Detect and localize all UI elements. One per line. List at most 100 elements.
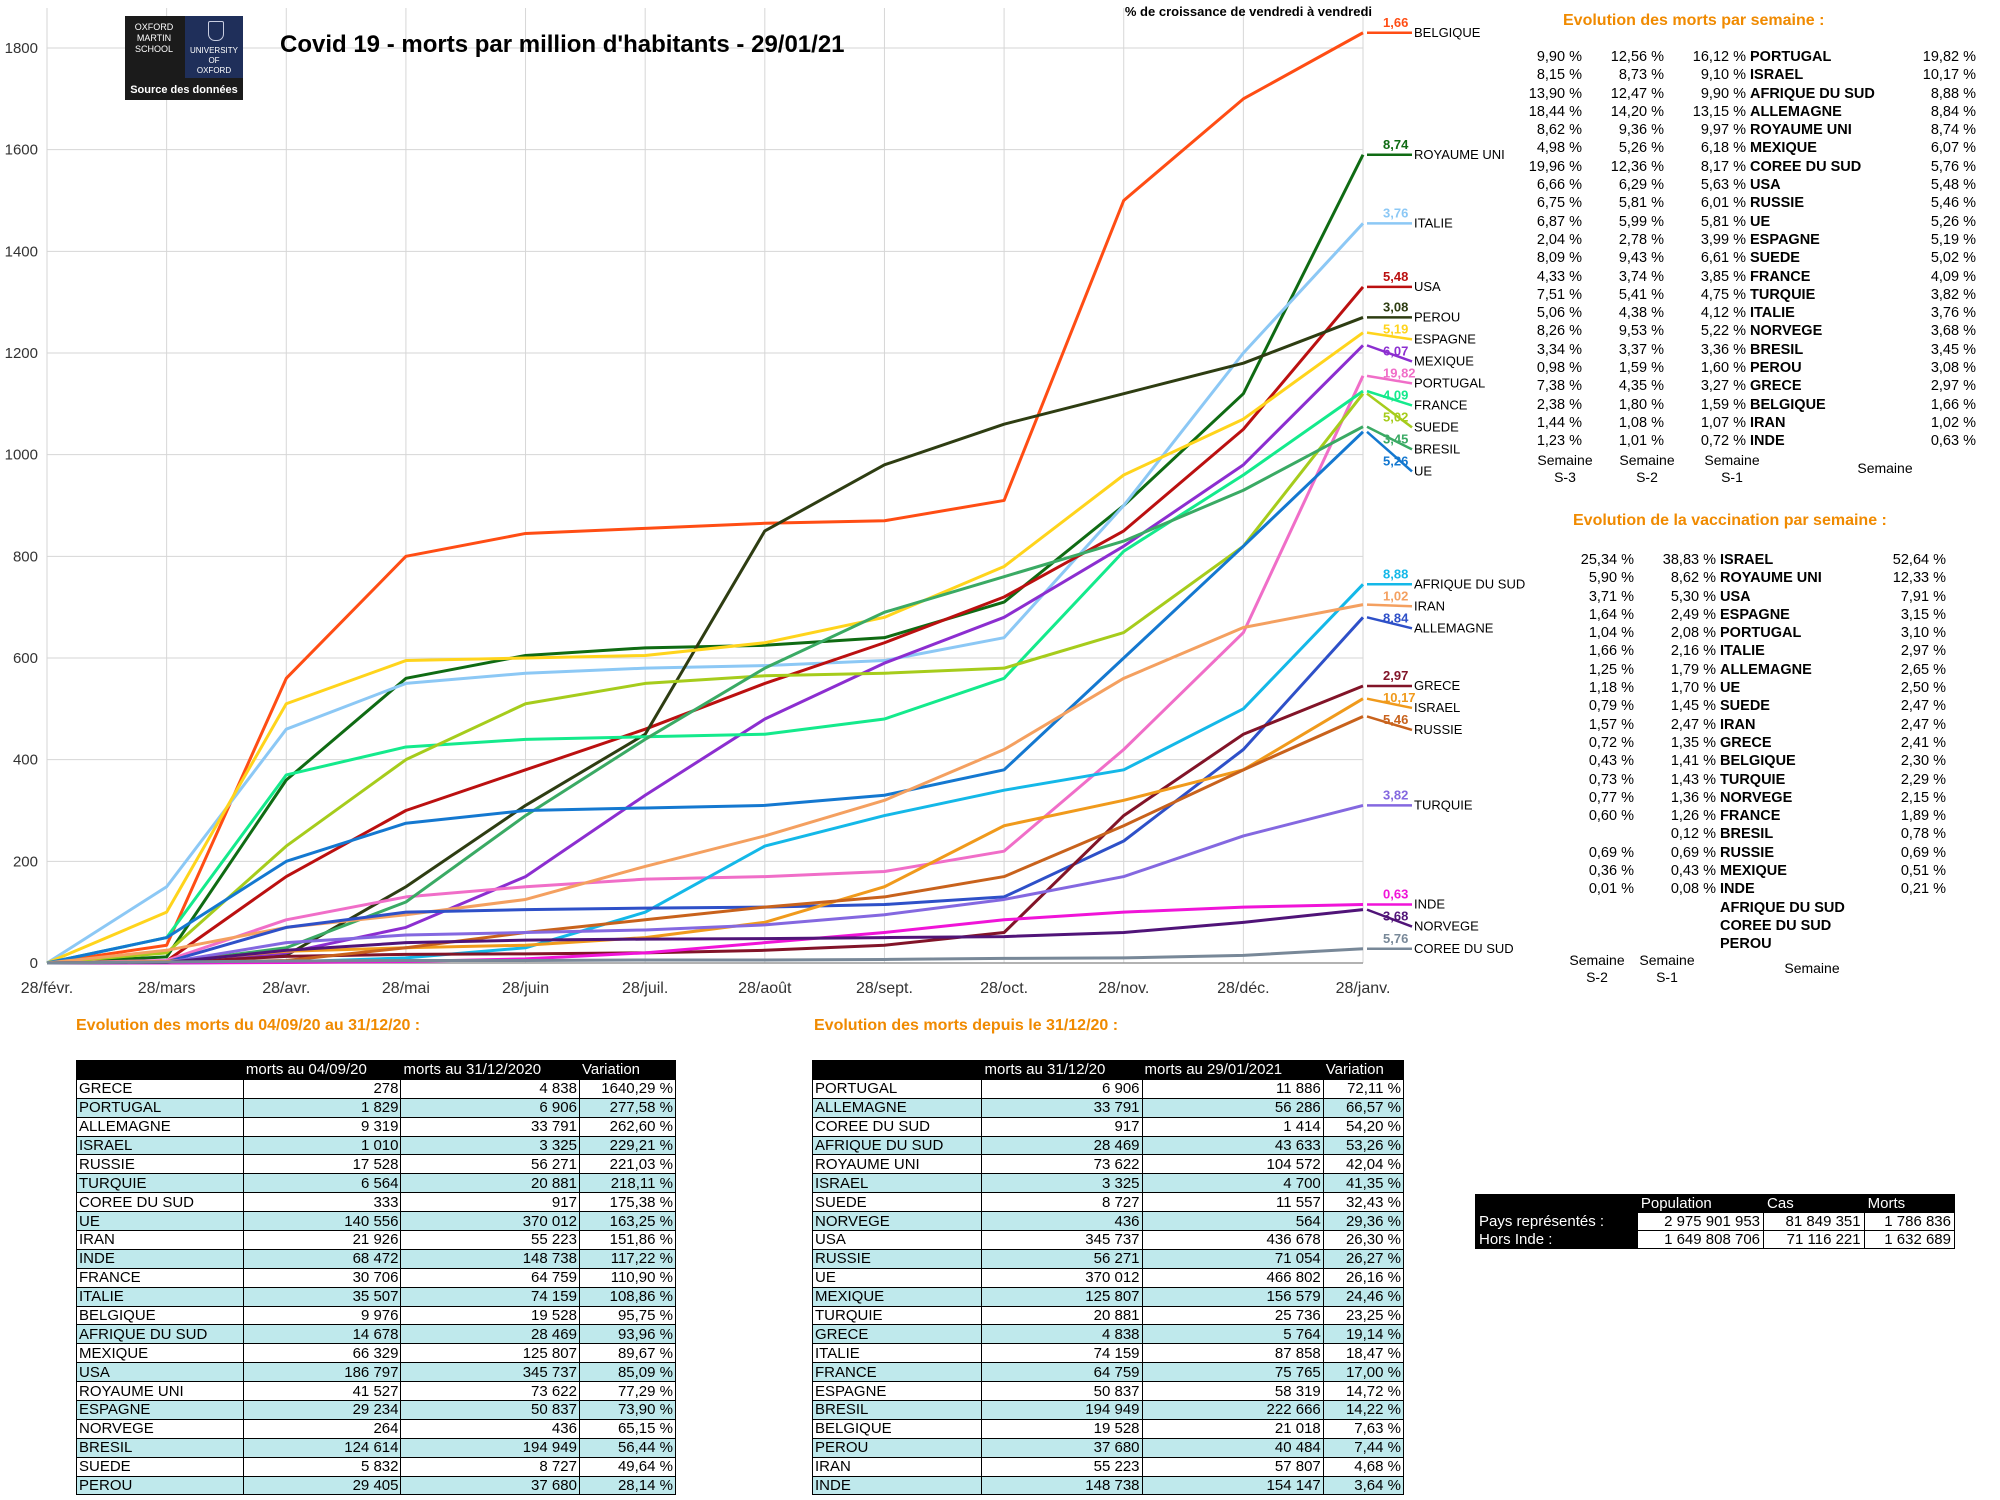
x-tick-label: 28/juin — [502, 980, 549, 997]
y-tick-label: 800 — [13, 548, 38, 565]
series-pct-label: 0,63 — [1383, 887, 1408, 902]
weekly-cell-w: 3,82 % — [1930, 286, 1976, 303]
table-row: UE 370 012 466 802 26,16 % — [811, 1267, 1405, 1288]
weekly-cell-s1: 3,27 % — [1700, 378, 1746, 395]
weekly-row: 0,43 % 1,41 % BELGIQUE 2,30 % — [1552, 752, 1946, 770]
weekly-cell-s1: 1,41 % — [1670, 753, 1716, 770]
weekly-row: 0,69 % 0,69 % RUSSIE 0,69 % — [1552, 844, 1946, 862]
series-line — [46, 908, 1364, 965]
weekly-vacc-table: 25,34 % 38,83 % ISRAEL 52,64 % 5,90 % 8,62 % R… — [1552, 551, 1946, 954]
country-cell: AFRIQUE DU SUD — [811, 1135, 983, 1156]
value-cell: 56 271 — [981, 1248, 1143, 1269]
weekly-cell-s1: 8,62 % — [1670, 570, 1716, 587]
value-cell: 564 — [1141, 1211, 1324, 1232]
weekly-row: 4,98 % 5,26 % 6,18 % MEXIQUE 6,07 % — [1500, 139, 1976, 157]
weekly-cell-w: 2,50 % — [1900, 680, 1946, 697]
table-row: NORVEGE 264 436 65,15 % — [76, 1418, 677, 1439]
weekly-row: 1,23 % 1,01 % 0,72 % INDE 0,63 % — [1500, 432, 1976, 450]
weekly-cell-s3: 13,90 % — [1528, 85, 1582, 102]
weekly-cell-name: ISRAEL — [1720, 552, 1774, 568]
weekly-cell-s2: 1,04 % — [1588, 625, 1634, 642]
weekly-cell-s1: 5,22 % — [1700, 323, 1746, 340]
series-line — [46, 222, 1365, 965]
value-cell: 55 223 — [400, 1230, 580, 1250]
country-cell: AFRIQUE DU SUD — [76, 1324, 244, 1345]
value-cell: 3,64 % — [1322, 1475, 1405, 1496]
summary-header: Population — [1636, 1194, 1765, 1213]
country-cell: BRESIL — [811, 1400, 983, 1420]
weekly-row: PEROU — [1552, 935, 1946, 953]
series-line — [46, 947, 1364, 965]
weekly-cell-s2: 1,01 % — [1618, 433, 1664, 450]
weekly-cell-name: INDE — [1720, 881, 1755, 898]
value-cell: 124 614 — [242, 1437, 402, 1458]
weekly-cell-s2: 0,73 % — [1588, 771, 1634, 788]
table-row: FRANCE 64 759 75 765 17,00 % — [811, 1362, 1405, 1383]
value-cell: 53,26 % — [1322, 1135, 1405, 1156]
weekly-cell-s1: 6,18 % — [1700, 140, 1746, 157]
country-cell: ISRAEL — [811, 1173, 983, 1194]
value-cell: 6 906 — [981, 1078, 1143, 1099]
table-header: Variation — [578, 1060, 677, 1080]
weekly-row: 6,87 % 5,99 % 5,81 % UE 5,26 % — [1500, 213, 1976, 231]
weekly-cell-s2: 8,73 % — [1618, 67, 1664, 84]
y-tick-label: 1000 — [5, 447, 38, 464]
weekly-cell-s2: 1,64 % — [1588, 606, 1634, 623]
series-name-label: RUSSIE — [1414, 722, 1463, 737]
series-pct-label: 19,82 — [1383, 365, 1416, 380]
weekly-cell-s3: 6,87 % — [1536, 213, 1582, 230]
series-pct-label: 10,17 — [1383, 690, 1416, 705]
weekly-cell-w: 8,74 % — [1930, 122, 1976, 139]
table-row: TURQUIE 20 881 25 736 23,25 % — [811, 1305, 1405, 1326]
deaths-since-dec-table: morts au 31/12/20 morts au 29/01/2021 Vari… — [811, 1060, 1405, 1496]
weekly-cell-s1: 3,99 % — [1700, 231, 1746, 248]
country-cell: TURQUIE — [811, 1305, 983, 1326]
summary-header: Cas — [1763, 1194, 1865, 1213]
weekly-row: 0,77 % 1,36 % NORVEGE 2,15 % — [1552, 789, 1946, 807]
series-line — [46, 389, 1364, 965]
x-tick-label: 28/févr. — [21, 980, 73, 997]
x-tick-label: 28/déc. — [1217, 980, 1269, 997]
logo-line1: OXFORD — [134, 22, 174, 32]
weekly-cell-s1: 1,35 % — [1670, 734, 1716, 751]
weekly-row: COREE DU SUD — [1552, 917, 1946, 935]
value-cell: 73 622 — [981, 1154, 1143, 1175]
table-row: MEXIQUE 66 329 125 807 89,67 % — [76, 1343, 677, 1364]
value-cell: 1640,29 % — [578, 1078, 677, 1099]
weekly-row: 0,73 % 1,43 % TURQUIE 2,29 % — [1552, 771, 1946, 789]
series-name-label: INDE — [1414, 897, 1445, 912]
weekly-cell-s1: 3,36 % — [1700, 341, 1746, 358]
value-cell: 125 807 — [981, 1286, 1143, 1307]
series-pct-label: 1,66 — [1383, 15, 1408, 30]
table-row: IRAN 55 223 57 807 4,68 % — [811, 1456, 1405, 1477]
table-row: COREE DU SUD 917 1 414 54,20 % — [811, 1116, 1405, 1137]
country-cell: ROYAUME UNI — [76, 1381, 244, 1402]
value-cell: 194 949 — [981, 1400, 1143, 1420]
country-cell: PEROU — [811, 1437, 983, 1458]
table-row: AFRIQUE DU SUD 14 678 28 469 93,96 % — [76, 1324, 677, 1345]
weekly-row: 0,60 % 1,26 % FRANCE 1,89 % — [1552, 807, 1946, 825]
value-cell: 229,21 % — [578, 1135, 677, 1156]
series-line — [46, 31, 1364, 965]
series-line — [47, 344, 1365, 965]
weekly-cell-name: TURQUIE — [1720, 771, 1786, 788]
weekly-cell-s1: 0,43 % — [1670, 863, 1716, 880]
y-tick-label: 400 — [13, 752, 38, 769]
weekly-cell-s1: 2,16 % — [1670, 643, 1716, 660]
table-row: ESPAGNE 29 234 50 837 73,90 % — [76, 1400, 677, 1420]
series-pct-label: 5,19 — [1383, 321, 1408, 336]
weekly-cell-s3: 18,44 % — [1528, 103, 1582, 120]
weekly-row: 1,57 % 2,47 % IRAN 2,47 % — [1552, 716, 1946, 734]
table-row: ITALIE 35 507 74 159 108,86 % — [76, 1286, 677, 1307]
value-cell: 108,86 % — [578, 1286, 677, 1307]
weekly-cell-name: RUSSIE — [1750, 195, 1804, 212]
value-cell: 436 — [400, 1418, 580, 1439]
weekly-cell-s1: 1,36 % — [1670, 789, 1716, 806]
weekly-deaths-table: 9,90 % 12,56 % 16,12 % PORTUGAL 19,82 % 8,15 … — [1500, 48, 1976, 451]
weekly-cell-w: 3,08 % — [1930, 360, 1976, 377]
value-cell: 41,35 % — [1322, 1173, 1405, 1194]
value-cell: 28 469 — [981, 1135, 1143, 1156]
weekly-row: 7,38 % 4,35 % 3,27 % GRECE 2,97 % — [1500, 377, 1976, 395]
value-cell: 6 564 — [242, 1173, 402, 1194]
weekly-cell-w: 5,48 % — [1930, 177, 1976, 194]
